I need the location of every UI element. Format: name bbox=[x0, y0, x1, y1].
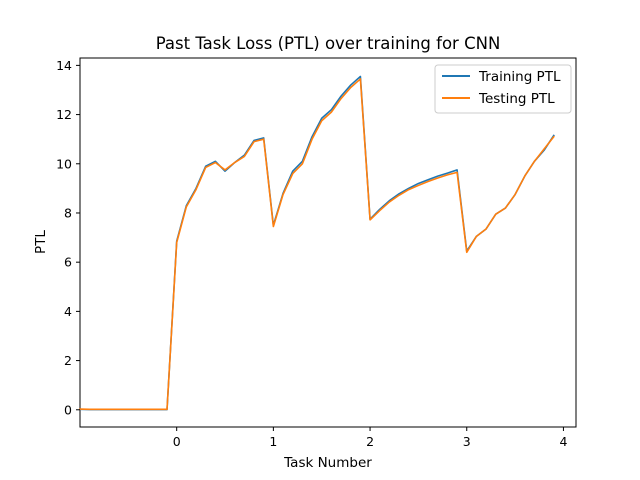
y-tick-label: 6 bbox=[64, 255, 72, 270]
y-tick-label: 0 bbox=[64, 402, 72, 417]
x-tick-label: 1 bbox=[269, 434, 277, 449]
y-tick-label: 10 bbox=[56, 156, 72, 171]
y-tick-label: 2 bbox=[64, 353, 72, 368]
plot-area bbox=[79, 57, 577, 428]
y-tick-label: 14 bbox=[56, 58, 72, 73]
x-axis-title: Task Number bbox=[283, 455, 372, 471]
y-tick-label: 4 bbox=[64, 304, 72, 319]
series-line-training-ptl bbox=[79, 75, 555, 411]
y-axis-title: PTL bbox=[33, 230, 49, 254]
legend-label-testing: Testing PTL bbox=[478, 91, 555, 107]
y-axis: 0 2 4 6 8 10 12 14 bbox=[56, 58, 80, 417]
chart-title: Past Task Loss (PTL) over training for C… bbox=[156, 34, 501, 53]
x-axis: 0 1 2 3 4 bbox=[173, 427, 567, 449]
legend-label-training: Training PTL bbox=[478, 69, 561, 85]
plot-frame bbox=[79, 57, 577, 428]
legend: Training PTL Testing PTL bbox=[434, 64, 572, 114]
series-line-testing-ptl bbox=[79, 78, 555, 411]
x-tick-label: 2 bbox=[366, 434, 374, 449]
x-tick-label: 0 bbox=[173, 434, 181, 449]
y-tick-label: 8 bbox=[64, 205, 72, 220]
series-layer bbox=[79, 75, 555, 411]
x-tick-label: 4 bbox=[559, 434, 567, 449]
y-tick-label: 12 bbox=[56, 107, 72, 122]
x-tick-label: 3 bbox=[463, 434, 471, 449]
